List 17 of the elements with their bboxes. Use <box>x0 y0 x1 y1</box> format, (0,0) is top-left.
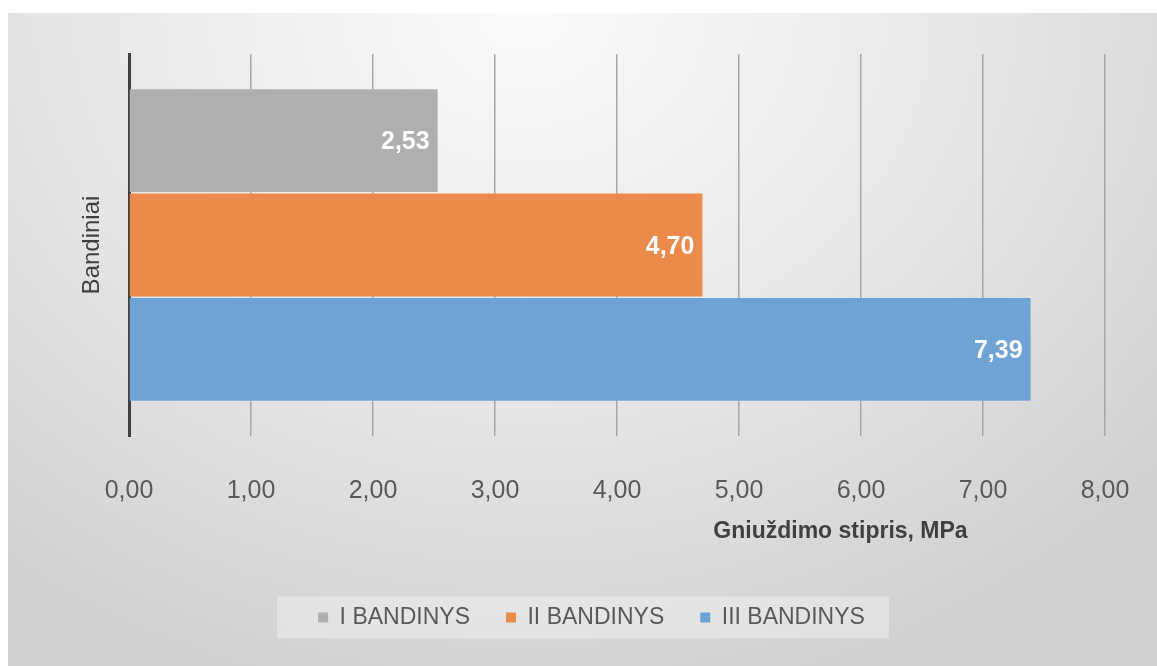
y-axis-title: Bandiniai <box>77 195 105 295</box>
x-axis-title: Gniuždimo stipris, MPa <box>713 517 968 544</box>
x-tick-label: 8,00 <box>1080 474 1130 503</box>
legend-label: II BANDINYS <box>527 602 665 629</box>
data-label: 7,39 <box>973 335 1023 364</box>
x-tick-label: 7,00 <box>958 474 1008 503</box>
legend-label: III BANDINYS <box>721 602 865 629</box>
data-label: 2,53 <box>380 126 430 155</box>
x-tick-label: 2,00 <box>348 474 398 503</box>
x-tick-label: 1,00 <box>226 474 276 503</box>
x-tick-label: 5,00 <box>714 474 764 503</box>
legend-label: I BANDINYS <box>339 602 470 629</box>
x-tick-label: 0,00 <box>104 474 154 503</box>
x-tick-label: 6,00 <box>836 474 886 503</box>
x-tick-label: 3,00 <box>470 474 520 503</box>
data-label: 4,70 <box>645 230 695 259</box>
x-tick-label: 4,00 <box>592 474 642 503</box>
